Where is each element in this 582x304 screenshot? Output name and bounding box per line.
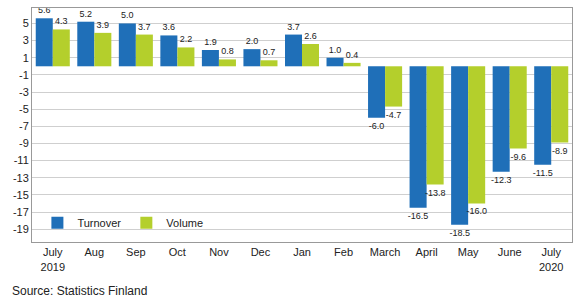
svg-text:3.6: 3.6 xyxy=(163,22,176,32)
svg-text:1.9: 1.9 xyxy=(204,37,217,47)
svg-text:-5: -5 xyxy=(19,103,29,115)
svg-text:-18.5: -18.5 xyxy=(449,228,470,238)
svg-text:-19: -19 xyxy=(13,223,29,235)
svg-text:5: 5 xyxy=(23,17,29,29)
svg-text:-13.8: -13.8 xyxy=(425,188,446,198)
svg-text:-9: -9 xyxy=(19,137,29,149)
svg-text:0.4: 0.4 xyxy=(346,50,359,60)
svg-text:2.0: 2.0 xyxy=(246,36,259,46)
svg-text:2.6: 2.6 xyxy=(304,31,317,41)
svg-text:0.7: 0.7 xyxy=(263,47,276,57)
svg-text:0.8: 0.8 xyxy=(221,46,234,56)
svg-text:-9.6: -9.6 xyxy=(510,152,526,162)
svg-text:2.2: 2.2 xyxy=(180,34,193,44)
svg-text:-11: -11 xyxy=(14,154,29,166)
svg-text:5.6: 5.6 xyxy=(38,5,51,15)
svg-text:-16.5: -16.5 xyxy=(408,211,429,221)
svg-text:April: April xyxy=(416,246,438,258)
svg-text:3.7: 3.7 xyxy=(287,22,300,32)
svg-text:-3: -3 xyxy=(19,86,29,98)
svg-text:1: 1 xyxy=(23,52,29,64)
svg-text:May: May xyxy=(458,246,479,258)
svg-text:3.9: 3.9 xyxy=(97,20,110,30)
svg-text:-1: -1 xyxy=(19,69,29,81)
svg-text:-17: -17 xyxy=(13,206,29,218)
svg-text:-13: -13 xyxy=(13,172,29,184)
svg-text:5.2: 5.2 xyxy=(80,9,93,19)
svg-text:Aug: Aug xyxy=(85,246,105,258)
svg-text:July2020: July2020 xyxy=(539,246,563,272)
svg-text:5.0: 5.0 xyxy=(121,10,134,20)
svg-text:Nov: Nov xyxy=(209,246,229,258)
svg-text:1.0: 1.0 xyxy=(329,45,342,55)
svg-text:4.3: 4.3 xyxy=(55,16,68,26)
svg-text:March: March xyxy=(370,246,401,258)
svg-text:-12.3: -12.3 xyxy=(491,175,512,185)
svg-text:Sep: Sep xyxy=(126,246,146,258)
svg-text:-6.0: -6.0 xyxy=(369,121,385,131)
svg-text:Jan: Jan xyxy=(293,246,311,258)
svg-text:Volume: Volume xyxy=(166,217,203,229)
svg-text:-7: -7 xyxy=(19,120,29,132)
svg-text:June: June xyxy=(498,246,522,258)
svg-text:Feb: Feb xyxy=(334,246,353,258)
svg-text:-15: -15 xyxy=(13,189,29,201)
svg-text:Oct: Oct xyxy=(169,246,186,258)
svg-text:-16.0: -16.0 xyxy=(466,206,487,216)
svg-text:3: 3 xyxy=(23,34,29,46)
svg-text:-4.7: -4.7 xyxy=(386,110,402,120)
svg-text:-11.5: -11.5 xyxy=(533,168,553,178)
svg-text:Source: Statistics Finland: Source: Statistics Finland xyxy=(12,284,147,298)
svg-text:3.7: 3.7 xyxy=(138,22,151,32)
svg-text:Turnover: Turnover xyxy=(77,217,121,229)
svg-text:Dec: Dec xyxy=(251,246,271,258)
svg-text:July2019: July2019 xyxy=(41,246,65,272)
svg-text:-8.9: -8.9 xyxy=(552,146,568,156)
